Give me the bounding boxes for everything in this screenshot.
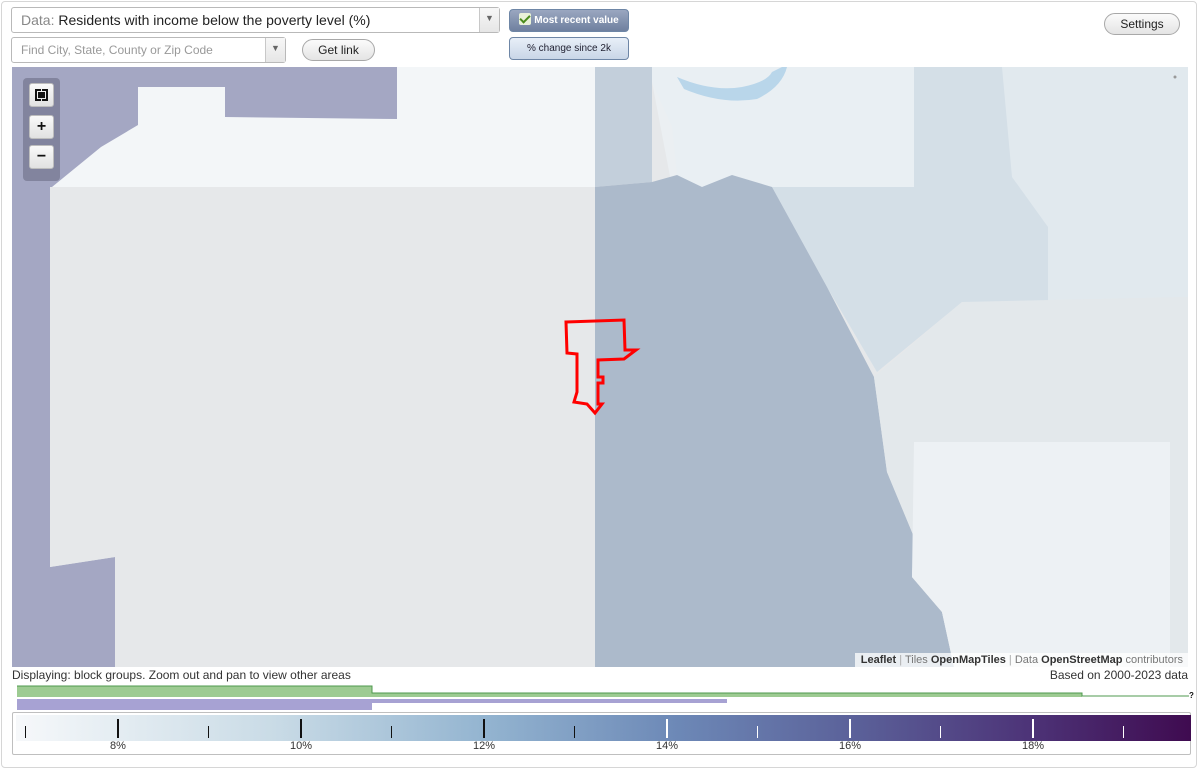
legend-tick bbox=[391, 726, 392, 738]
histogram-green-bar-b bbox=[372, 693, 1082, 697]
display-note: Displaying: block groups. Zoom out and p… bbox=[12, 668, 351, 682]
legend-tick-major bbox=[483, 719, 485, 738]
fullscreen-icon bbox=[35, 89, 48, 101]
histogram-purple-bar-a bbox=[17, 699, 372, 710]
histogram-green-bar-a bbox=[17, 686, 372, 697]
region-southeast-white bbox=[912, 442, 1170, 667]
region-west-light bbox=[50, 187, 595, 667]
map-view[interactable]: + − Leaflet | Tiles OpenMapTiles | Data … bbox=[12, 67, 1188, 667]
most-recent-value-toggle[interactable]: Most recent value bbox=[509, 9, 629, 32]
checkmark-icon bbox=[519, 13, 532, 25]
fit-view-button[interactable] bbox=[29, 83, 54, 107]
histogram-unknown-mark: ? bbox=[1189, 691, 1194, 700]
region-north-strip bbox=[595, 67, 652, 187]
data-value: Residents with income below the poverty … bbox=[58, 12, 371, 28]
openstreetmap-link[interactable]: OpenStreetMap bbox=[1041, 654, 1123, 666]
minus-icon: − bbox=[36, 148, 47, 165]
legend-tick bbox=[208, 726, 209, 738]
map-attribution: Leaflet | Tiles OpenMapTiles | Data Open… bbox=[854, 653, 1188, 667]
histogram-purple-bar-b bbox=[372, 699, 727, 703]
plus-icon: + bbox=[36, 118, 47, 135]
legend-tick bbox=[1123, 726, 1124, 738]
river bbox=[677, 67, 787, 101]
openmaptiles-link[interactable]: OpenMapTiles bbox=[930, 654, 1006, 666]
region-central-blue bbox=[595, 175, 954, 667]
location-search[interactable]: ▼ bbox=[11, 37, 286, 63]
legend-tick-major bbox=[117, 719, 119, 738]
zoom-in-button[interactable]: + bbox=[29, 115, 54, 139]
settings-button[interactable]: Settings bbox=[1104, 13, 1180, 35]
legend-label-16: 16% bbox=[838, 740, 862, 752]
map-marker-dot bbox=[1173, 75, 1177, 79]
legend-tick-major bbox=[849, 719, 851, 738]
selected-area-outline[interactable] bbox=[564, 318, 641, 416]
zoom-controls: + − bbox=[23, 78, 60, 181]
legend-label-12: 12% bbox=[472, 740, 496, 752]
contributors-text: contributors bbox=[1125, 654, 1183, 666]
data-prefix: Data: bbox=[21, 12, 55, 28]
percent-change-toggle[interactable]: % change since 2k bbox=[509, 37, 629, 60]
location-search-input[interactable] bbox=[12, 38, 271, 62]
legend-tick bbox=[25, 726, 26, 738]
region-northwest-light bbox=[12, 67, 595, 187]
most-recent-value-label: Most recent value bbox=[534, 15, 619, 26]
leaflet-link[interactable]: Leaflet bbox=[860, 654, 897, 666]
get-link-button[interactable]: Get link bbox=[302, 39, 375, 61]
legend-tick bbox=[574, 726, 575, 738]
map-canvas bbox=[12, 67, 1188, 667]
legend-label-14: 14% bbox=[655, 740, 679, 752]
data-select-dropdown-button[interactable]: ▼ bbox=[479, 8, 499, 32]
search-dropdown-button[interactable]: ▼ bbox=[265, 38, 285, 62]
legend-label-10: 10% bbox=[289, 740, 313, 752]
legend-label-8: 8% bbox=[110, 740, 126, 752]
data-prefix-attr: Data bbox=[1014, 654, 1039, 666]
legend-tick-major bbox=[300, 719, 302, 738]
distribution-histogram bbox=[17, 685, 1189, 710]
legend-gradient bbox=[16, 715, 1191, 741]
legend-tick bbox=[757, 726, 758, 738]
histogram-green-outline bbox=[17, 685, 1189, 697]
region-east-blue bbox=[772, 67, 1048, 372]
color-legend: 8% 10% 12% 14% 16% 18% bbox=[12, 712, 1191, 755]
legend-tick bbox=[940, 726, 941, 738]
legend-tick-major bbox=[666, 719, 668, 738]
tiles-prefix: Tiles bbox=[904, 654, 928, 666]
chevron-down-icon: ▼ bbox=[271, 43, 280, 53]
data-range-note: Based on 2000-2023 data bbox=[1049, 668, 1188, 682]
zoom-out-button[interactable]: − bbox=[29, 145, 54, 169]
legend-label-18: 18% bbox=[1021, 740, 1045, 752]
legend-tick-major bbox=[1032, 719, 1034, 738]
data-select-label: Data: Residents with income below the po… bbox=[21, 12, 370, 28]
data-select[interactable]: Data: Residents with income below the po… bbox=[11, 7, 500, 33]
chevron-down-icon: ▼ bbox=[485, 13, 494, 23]
